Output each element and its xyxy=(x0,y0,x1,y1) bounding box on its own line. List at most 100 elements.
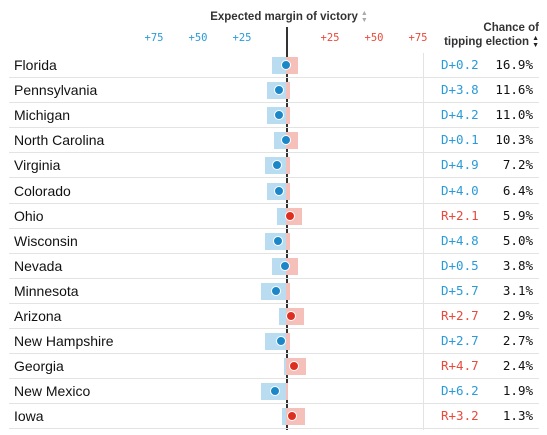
margin-axis-ticks: +75 +50 +25 +25 +50 +75 xyxy=(0,32,547,46)
rep-range-bar xyxy=(286,107,290,125)
state-row[interactable]: Ohio R+2.1 5.9% xyxy=(0,204,547,229)
state-name: Iowa xyxy=(14,408,44,425)
expected-margin-dot xyxy=(289,361,300,372)
tipping-chance-value: 16.9% xyxy=(495,57,533,72)
row-divider xyxy=(9,277,539,279)
margin-label: D+4.2 xyxy=(441,107,479,123)
state-name: Nevada xyxy=(14,257,63,274)
state-name: Ohio xyxy=(14,207,44,224)
margin-label: R+3.2 xyxy=(441,408,479,424)
state-name: Colorado xyxy=(14,182,71,199)
tipping-chance-value: 7.2% xyxy=(502,157,533,173)
axis-tick-label: +25 xyxy=(320,32,340,44)
expected-margin-dot xyxy=(273,110,284,121)
rep-range-bar xyxy=(286,157,290,175)
row-divider xyxy=(9,302,539,304)
state-row[interactable]: Nevada D+0.5 3.8% xyxy=(0,254,547,279)
row-divider xyxy=(9,353,539,355)
margin-label: D+5.7 xyxy=(441,282,479,298)
tipping-chance-value: 11.6% xyxy=(495,82,533,98)
state-row[interactable]: Georgia R+4.7 2.4% xyxy=(0,354,547,380)
margin-label: D+3.8 xyxy=(441,82,479,98)
dem-range-bar xyxy=(278,308,286,325)
rep-range-bar xyxy=(286,232,290,250)
state-name: Wisconsin xyxy=(14,232,78,249)
row-divider xyxy=(9,177,539,179)
margin-column-title: Expected margin of victory xyxy=(210,11,358,23)
state-name: North Carolina xyxy=(14,132,105,149)
row-divider xyxy=(9,428,539,430)
axis-tick-label: +50 xyxy=(364,32,384,44)
expected-margin-dot xyxy=(280,260,291,271)
state-name: Georgia xyxy=(14,358,64,375)
tipping-chance-value: 10.3% xyxy=(495,132,533,148)
row-divider xyxy=(9,378,539,380)
expected-margin-dot xyxy=(285,311,296,321)
expected-margin-dot xyxy=(272,235,283,246)
row-divider xyxy=(9,403,539,405)
state-name: New Hampshire xyxy=(14,333,114,350)
row-divider xyxy=(9,127,539,129)
tipping-chance-value: 3.1% xyxy=(502,282,533,298)
margin-label: R+2.1 xyxy=(441,207,479,223)
state-row[interactable]: Pennsylvania D+3.8 11.6% xyxy=(0,78,547,104)
tipping-chance-value: 2.7% xyxy=(502,333,533,349)
sort-descending-icon[interactable]: ▲ ▼ xyxy=(532,35,539,49)
tipping-chance-value: 3.8% xyxy=(502,257,533,273)
state-row[interactable]: Virginia D+4.9 7.2% xyxy=(0,153,547,179)
state-row[interactable]: Florida D+0.2 16.9% xyxy=(0,53,547,78)
row-divider xyxy=(9,77,539,78)
rep-range-bar xyxy=(286,182,290,200)
dem-range-bar xyxy=(277,207,286,225)
state-row[interactable]: Arizona R+2.7 2.9% xyxy=(0,304,547,329)
state-name: Michigan xyxy=(14,107,71,124)
state-name: Virginia xyxy=(14,157,61,174)
expected-margin-dot xyxy=(280,60,291,70)
row-divider xyxy=(9,152,539,154)
state-row[interactable]: New Mexico D+6.2 1.9% xyxy=(0,379,547,405)
dem-range-bar xyxy=(284,358,286,376)
margin-label: R+2.7 xyxy=(441,308,479,323)
margin-column-header[interactable]: Expected margin of victory ▲ ▼ xyxy=(196,9,382,25)
tipping-chance-value: 5.0% xyxy=(502,232,533,248)
margin-label: D+4.8 xyxy=(441,232,479,248)
tipping-chance-value: 1.3% xyxy=(502,408,533,424)
chance-column-header[interactable]: Chance of tipping election ▲ ▼ xyxy=(429,22,539,52)
margin-label: D+4.9 xyxy=(441,157,479,173)
row-divider xyxy=(9,227,539,229)
expected-margin-dot xyxy=(280,135,291,146)
state-row[interactable]: North Carolina D+0.1 10.3% xyxy=(0,128,547,154)
sort-updown-icon[interactable]: ▲ ▼ xyxy=(360,10,368,24)
tipping-chance-value: 11.0% xyxy=(495,107,533,123)
margin-label: D+0.5 xyxy=(441,257,479,273)
tipping-chance-value: 5.9% xyxy=(502,207,533,223)
row-divider xyxy=(9,252,539,254)
margin-label: D+4.0 xyxy=(441,182,479,198)
axis-tick-label: +75 xyxy=(408,32,428,44)
rep-range-bar xyxy=(286,282,290,300)
expected-margin-dot xyxy=(270,285,281,296)
expected-margin-dot xyxy=(270,386,281,397)
tipping-chance-value: 6.4% xyxy=(502,182,533,198)
state-row[interactable]: Iowa R+3.2 1.3% xyxy=(0,404,547,430)
margin-label: R+4.7 xyxy=(441,358,479,374)
state-name: Florida xyxy=(14,57,57,73)
rep-range-bar xyxy=(286,333,291,351)
margin-label: D+2.7 xyxy=(441,333,479,349)
tipping-chance-value: 2.9% xyxy=(502,308,533,323)
column-divider xyxy=(423,53,424,430)
expected-margin-dot xyxy=(274,85,285,96)
chance-column-title-line1: Chance of xyxy=(483,22,539,34)
state-row[interactable]: Michigan D+4.2 11.0% xyxy=(0,103,547,129)
expected-margin-dot xyxy=(286,411,297,422)
axis-tick-label: +50 xyxy=(188,32,208,44)
dem-range-bar xyxy=(282,408,286,426)
state-name: Pennsylvania xyxy=(14,82,98,99)
state-row[interactable]: Minnesota D+5.7 3.1% xyxy=(0,279,547,304)
state-row[interactable]: Colorado D+4.0 6.4% xyxy=(0,179,547,204)
row-divider xyxy=(9,202,539,204)
expected-margin-dot xyxy=(272,160,283,171)
state-row[interactable]: Wisconsin D+4.8 5.0% xyxy=(0,229,547,254)
state-row[interactable]: New Hampshire D+2.7 2.7% xyxy=(0,329,547,355)
rep-range-bar xyxy=(286,82,291,100)
